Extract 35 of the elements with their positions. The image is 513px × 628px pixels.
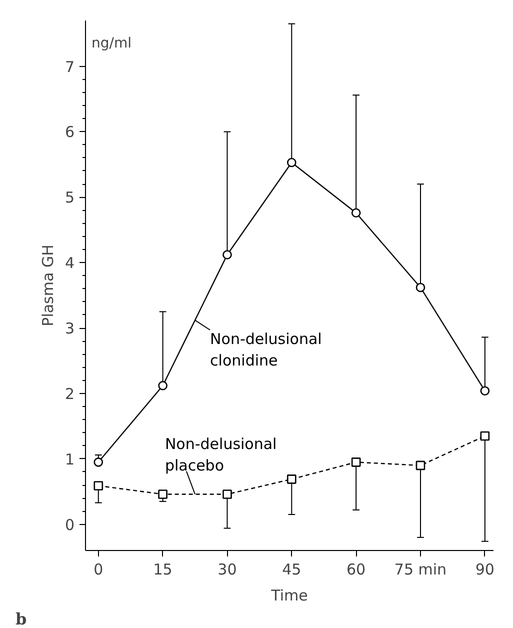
x-tick-label: 15 — [153, 560, 172, 578]
point — [94, 481, 104, 490]
point — [158, 490, 168, 499]
x-tick-label: 90 — [475, 560, 494, 578]
y-tick-label: 2 — [64, 384, 75, 403]
x-tick-label: 60 — [346, 560, 366, 578]
annotation: ng/ml — [92, 35, 132, 52]
y-tick-label: 7 — [64, 58, 75, 76]
point — [286, 474, 296, 484]
point — [480, 431, 490, 441]
point — [222, 490, 232, 499]
y-tick-label: 4 — [64, 254, 75, 272]
y-tick-label: 3 — [64, 320, 75, 338]
y-tick-label: 6 — [64, 123, 75, 142]
x-tick-label: 45 — [282, 560, 302, 578]
point — [286, 158, 296, 168]
y-axis-title: Plasma GH — [38, 244, 57, 326]
x-tick-label: 30 — [218, 560, 237, 578]
series-label: Non-delusional placebo — [164, 435, 277, 475]
y-tick-label: 0 — [64, 516, 75, 534]
point — [351, 208, 361, 218]
point — [416, 460, 426, 470]
text: b — [16, 610, 27, 628]
point — [480, 386, 490, 396]
point — [222, 250, 232, 260]
x-axis-title: Time — [270, 586, 308, 604]
x-tick-label: 75 min — [394, 560, 447, 578]
legend-label: Non-delusional clonidine — [210, 330, 322, 370]
point — [158, 380, 168, 390]
point — [351, 458, 361, 467]
x-tick-label: 0 — [94, 560, 104, 578]
point — [416, 282, 426, 292]
y-tick-label: 1 — [64, 450, 75, 468]
y-tick-label: 5 — [64, 188, 75, 207]
point — [94, 458, 104, 467]
